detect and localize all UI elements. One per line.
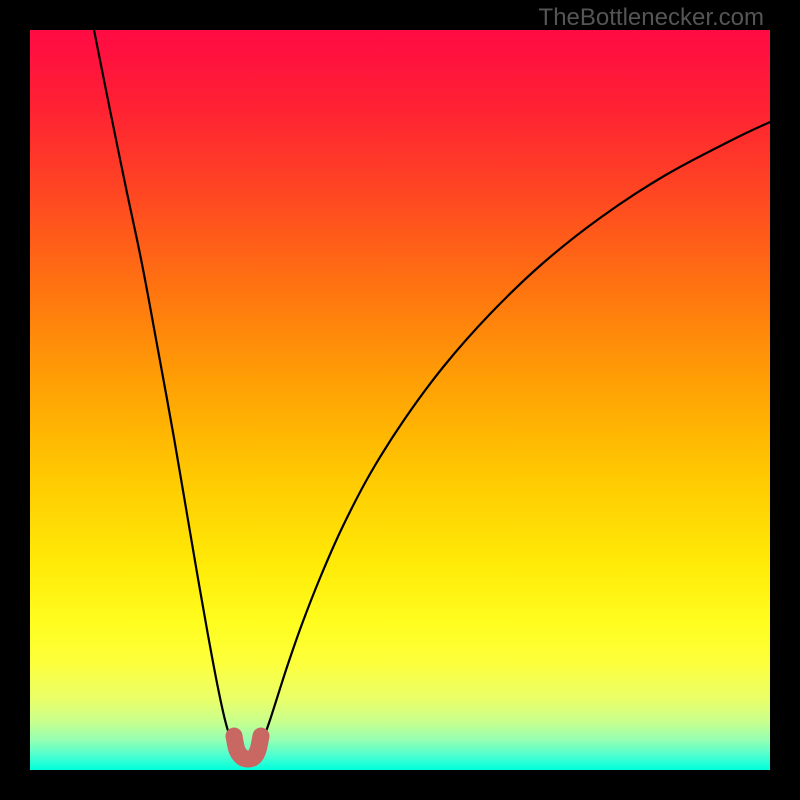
right-curve	[260, 122, 770, 747]
plot-area	[30, 30, 770, 770]
dip-marker	[234, 736, 261, 759]
watermark-text: TheBottlenecker.com	[539, 4, 764, 32]
curve-layer	[30, 30, 770, 770]
left-curve	[94, 30, 234, 747]
chart-container: TheBottlenecker.com	[0, 0, 800, 800]
